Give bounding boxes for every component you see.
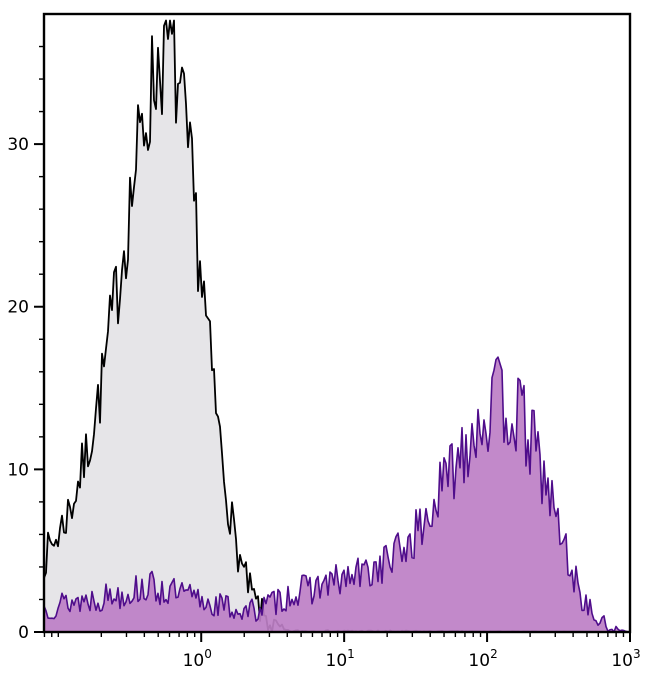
y-tick-label: 0 [18, 623, 29, 643]
x-tick-label: 100 [183, 647, 212, 671]
axis-labels: 100 101 102 103 0 10 20 30 [7, 135, 640, 671]
plot-area [44, 19, 630, 632]
y-tick-label: 20 [7, 298, 29, 318]
axis-ticks [34, 45, 631, 642]
x-tick-label: 102 [468, 647, 497, 671]
y-tick-label: 10 [7, 460, 29, 480]
x-tick-label: 101 [326, 647, 355, 671]
x-tick-label: 103 [611, 647, 640, 671]
y-tick-label: 30 [7, 135, 29, 155]
stained-histogram [44, 356, 630, 632]
